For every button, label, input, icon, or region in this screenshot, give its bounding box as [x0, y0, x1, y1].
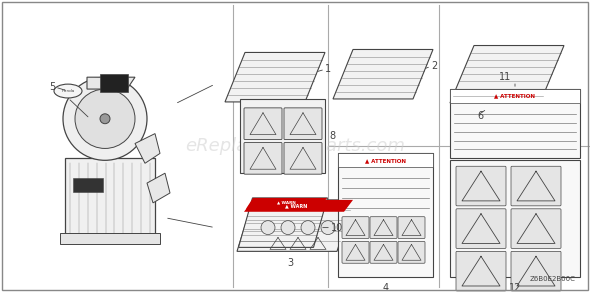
- Text: eReplacementParts.com: eReplacementParts.com: [185, 137, 405, 155]
- Circle shape: [63, 77, 147, 160]
- Circle shape: [75, 89, 135, 148]
- Text: 4: 4: [382, 283, 389, 293]
- Bar: [450, 160, 580, 277]
- FancyBboxPatch shape: [398, 217, 425, 238]
- Text: ▲ ATTENTION: ▲ ATTENTION: [494, 94, 536, 99]
- Bar: [450, 89, 580, 103]
- Ellipse shape: [54, 84, 82, 98]
- FancyBboxPatch shape: [398, 242, 425, 263]
- Polygon shape: [450, 45, 564, 103]
- Circle shape: [261, 221, 275, 235]
- Text: ▲ WARN: ▲ WARN: [285, 203, 307, 208]
- Bar: [100, 74, 128, 92]
- FancyBboxPatch shape: [511, 166, 561, 206]
- Text: 6: 6: [477, 111, 483, 121]
- FancyBboxPatch shape: [370, 217, 397, 238]
- Polygon shape: [246, 198, 327, 209]
- Text: Z6B0E2B00C: Z6B0E2B00C: [529, 276, 575, 282]
- Text: 11: 11: [499, 72, 511, 82]
- FancyBboxPatch shape: [456, 209, 506, 248]
- Bar: [65, 158, 155, 237]
- Circle shape: [281, 221, 295, 235]
- Polygon shape: [333, 50, 433, 99]
- Bar: [338, 153, 433, 277]
- Bar: [240, 99, 325, 173]
- FancyBboxPatch shape: [370, 242, 397, 263]
- FancyBboxPatch shape: [284, 142, 322, 174]
- Text: ▲ ATTENTION: ▲ ATTENTION: [365, 158, 406, 163]
- FancyBboxPatch shape: [244, 142, 282, 174]
- Circle shape: [321, 221, 335, 235]
- Bar: [450, 89, 580, 158]
- FancyBboxPatch shape: [244, 108, 282, 140]
- Text: 5: 5: [49, 82, 55, 92]
- Text: 2: 2: [431, 61, 437, 71]
- Text: 8: 8: [329, 131, 335, 141]
- Text: 12: 12: [509, 283, 521, 293]
- FancyBboxPatch shape: [342, 217, 369, 238]
- Bar: [73, 178, 103, 192]
- Polygon shape: [147, 173, 170, 203]
- Text: ▲ WARN: ▲ WARN: [277, 201, 296, 205]
- FancyBboxPatch shape: [284, 108, 322, 140]
- Text: 1: 1: [325, 64, 331, 74]
- Polygon shape: [225, 53, 325, 102]
- Circle shape: [301, 221, 315, 235]
- Circle shape: [100, 114, 110, 124]
- FancyBboxPatch shape: [511, 209, 561, 248]
- Polygon shape: [237, 200, 353, 251]
- Text: 3: 3: [287, 258, 293, 268]
- Text: 10: 10: [331, 223, 343, 232]
- Polygon shape: [135, 134, 160, 163]
- Polygon shape: [238, 198, 327, 248]
- FancyBboxPatch shape: [342, 242, 369, 263]
- FancyBboxPatch shape: [456, 251, 506, 291]
- Polygon shape: [87, 77, 135, 89]
- Text: Honda: Honda: [61, 89, 74, 93]
- Bar: [60, 232, 160, 245]
- FancyBboxPatch shape: [456, 166, 506, 206]
- Polygon shape: [244, 200, 353, 212]
- FancyBboxPatch shape: [511, 251, 561, 291]
- Bar: [338, 153, 433, 167]
